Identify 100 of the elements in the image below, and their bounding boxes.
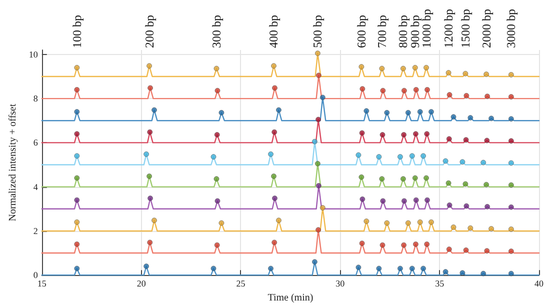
point (460, 270, 466, 276)
point (405, 110, 411, 116)
x-tick-label: 15 (37, 278, 47, 289)
y-tick-label: 2 (33, 226, 38, 236)
point (214, 132, 220, 138)
x-tick-label: 20 (136, 278, 146, 289)
point (484, 138, 490, 144)
point (424, 87, 430, 92)
point (428, 219, 434, 225)
point (508, 138, 514, 144)
point (152, 107, 157, 113)
point (488, 116, 494, 122)
point (446, 180, 452, 186)
point (147, 129, 153, 135)
point (320, 205, 326, 210)
point (508, 182, 514, 188)
point (268, 151, 274, 157)
x-axis-title: Time (min) (268, 292, 314, 304)
point (359, 130, 365, 136)
y-tick-label: 10 (28, 49, 38, 60)
point (405, 220, 411, 226)
point (218, 110, 224, 116)
point (74, 175, 80, 181)
point (358, 174, 364, 180)
point (400, 66, 406, 72)
point (74, 266, 80, 272)
point (268, 266, 274, 272)
point (462, 181, 468, 187)
point (147, 240, 153, 246)
point (316, 116, 321, 122)
point (210, 266, 216, 272)
point (272, 85, 278, 91)
point (74, 87, 80, 92)
point (424, 64, 429, 70)
point (446, 136, 452, 142)
point (379, 176, 385, 182)
point (376, 154, 382, 160)
point (380, 132, 386, 138)
point (384, 220, 390, 226)
point (146, 174, 152, 179)
point (464, 203, 470, 209)
point (272, 196, 278, 201)
point (146, 63, 152, 69)
point (214, 66, 220, 72)
point (74, 197, 80, 203)
point (74, 109, 80, 114)
x-tick-label: 25 (236, 278, 246, 289)
point (468, 225, 474, 231)
point (424, 175, 429, 181)
point (144, 151, 149, 157)
point (380, 242, 386, 248)
point (446, 70, 452, 76)
point (356, 152, 362, 158)
point (420, 266, 426, 272)
point (446, 246, 452, 252)
point (420, 153, 426, 159)
point (508, 204, 514, 210)
text: 1500 bp (458, 9, 472, 48)
point (210, 154, 216, 160)
y-tick-label: 8 (33, 94, 38, 104)
point (380, 88, 386, 94)
point (508, 160, 514, 166)
point (484, 248, 490, 254)
point (508, 72, 514, 78)
point (312, 138, 318, 144)
y-axis-title: Normalized intensity + offset (8, 104, 18, 222)
point (442, 158, 448, 164)
text: 1200 bp (442, 9, 456, 48)
point (450, 114, 456, 120)
point (424, 131, 430, 137)
x-tick-label: 30 (336, 278, 346, 289)
x-tick-label: 40 (534, 278, 544, 289)
point (314, 160, 320, 166)
point (413, 197, 419, 203)
point (401, 88, 407, 94)
point (272, 129, 278, 135)
point (376, 266, 382, 272)
point (214, 88, 220, 94)
point (398, 154, 403, 160)
point (74, 131, 80, 137)
point (272, 240, 278, 246)
point (468, 115, 474, 120)
text: 2000 bp (479, 9, 494, 48)
point (412, 64, 418, 70)
point (360, 86, 366, 92)
text: 900 bp (408, 15, 422, 48)
point (463, 247, 469, 253)
y-tick-label: 0 (33, 270, 38, 280)
point (446, 92, 452, 98)
point (401, 132, 406, 138)
point (218, 220, 224, 226)
point (316, 227, 321, 233)
point (271, 174, 276, 179)
point (508, 270, 514, 276)
point (484, 94, 490, 100)
text: 700 bp (374, 15, 389, 48)
point (428, 109, 434, 114)
point (358, 64, 364, 70)
point (271, 63, 276, 69)
point (364, 218, 370, 224)
